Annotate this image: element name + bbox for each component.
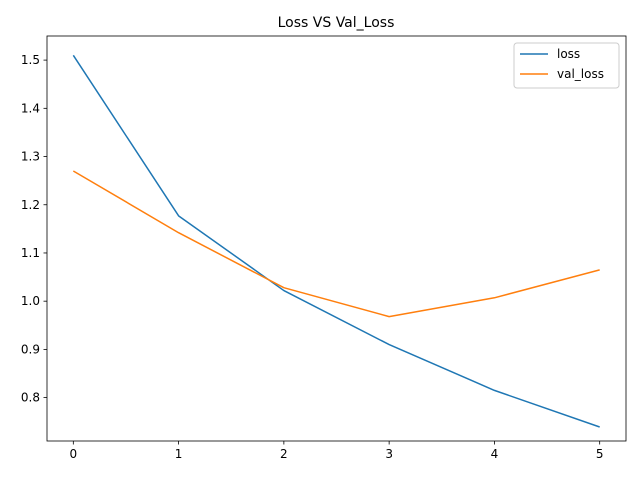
series-lines [72, 54, 600, 428]
y-tick-label: 0.8 [21, 391, 40, 405]
series-line-val-loss [72, 170, 600, 318]
y-tick-label: 1.4 [21, 101, 40, 115]
y-tick-label: 0.9 [21, 342, 40, 356]
x-tick-label: 1 [175, 447, 183, 461]
y-tick-label: 1.5 [21, 53, 40, 67]
x-tick-label: 4 [491, 447, 499, 461]
x-tick-label: 2 [280, 447, 288, 461]
y-tick-label: 1.1 [21, 246, 40, 260]
plot-frame [46, 35, 627, 442]
chart-title: Loss VS Val_Loss [278, 15, 395, 31]
y-tick-label: 1.2 [21, 198, 40, 212]
y-tick-label: 1.0 [21, 294, 40, 308]
legend-label: val_loss [557, 67, 604, 81]
plot-area [46, 35, 627, 442]
legend: loss val_loss [513, 42, 620, 89]
x-tick-label: 3 [385, 447, 393, 461]
x-tick-label: 0 [69, 447, 77, 461]
legend-label: loss [557, 47, 580, 61]
y-tick-label: 1.3 [21, 150, 40, 164]
x-tick-label: 5 [596, 447, 604, 461]
x-axis: 0 1 2 3 4 5 [69, 441, 604, 461]
y-axis: 0.8 0.9 1.0 1.1 1.2 1.3 1.4 1.5 [21, 53, 47, 405]
series-line-loss [72, 54, 600, 428]
